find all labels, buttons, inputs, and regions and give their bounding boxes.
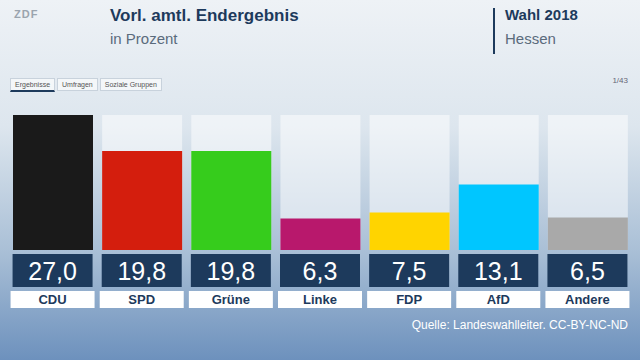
svg-text:6,5: 6,5 bbox=[570, 257, 605, 285]
html-text:Umfragen: Umfragen bbox=[62, 81, 93, 88]
html-text:Soziale Gruppen: Soziale Gruppen bbox=[104, 81, 157, 88]
svg-text:Grüne: Grüne bbox=[212, 292, 250, 307]
svg-text:Linke: Linke bbox=[303, 292, 337, 307]
html-text:Quelle: Landeswahlleiter. CC-B: Quelle: Landeswahlleiter. CC-BY-NC-ND bbox=[411, 318, 628, 332]
svg-text:19,8: 19,8 bbox=[117, 257, 166, 285]
html-text:Hessen: Hessen bbox=[505, 30, 556, 47]
svg-text:FDP: FDP bbox=[396, 292, 422, 307]
svg-text:27,0: 27,0 bbox=[28, 257, 77, 285]
svg-text:AfD: AfD bbox=[487, 292, 510, 307]
html-text:1/43: 1/43 bbox=[612, 76, 628, 85]
html-text:Vorl. amtl. Endergebnis: Vorl. amtl. Endergebnis bbox=[110, 6, 299, 25]
html-text:ZDF: ZDF bbox=[14, 8, 39, 20]
svg-text:6,3: 6,3 bbox=[303, 257, 338, 285]
svg-text:SPD: SPD bbox=[128, 292, 155, 307]
html-text:Ergebnisse: Ergebnisse bbox=[15, 81, 50, 88]
html-text:in Prozent: in Prozent bbox=[110, 30, 178, 47]
svg-text:13,1: 13,1 bbox=[474, 257, 523, 285]
svg-text:Andere: Andere bbox=[565, 292, 610, 307]
html-text:Wahl 2018: Wahl 2018 bbox=[505, 6, 578, 23]
svg-text:19,8: 19,8 bbox=[207, 257, 256, 285]
svg-text:7,5: 7,5 bbox=[392, 257, 427, 285]
svg-text:CDU: CDU bbox=[38, 292, 66, 307]
